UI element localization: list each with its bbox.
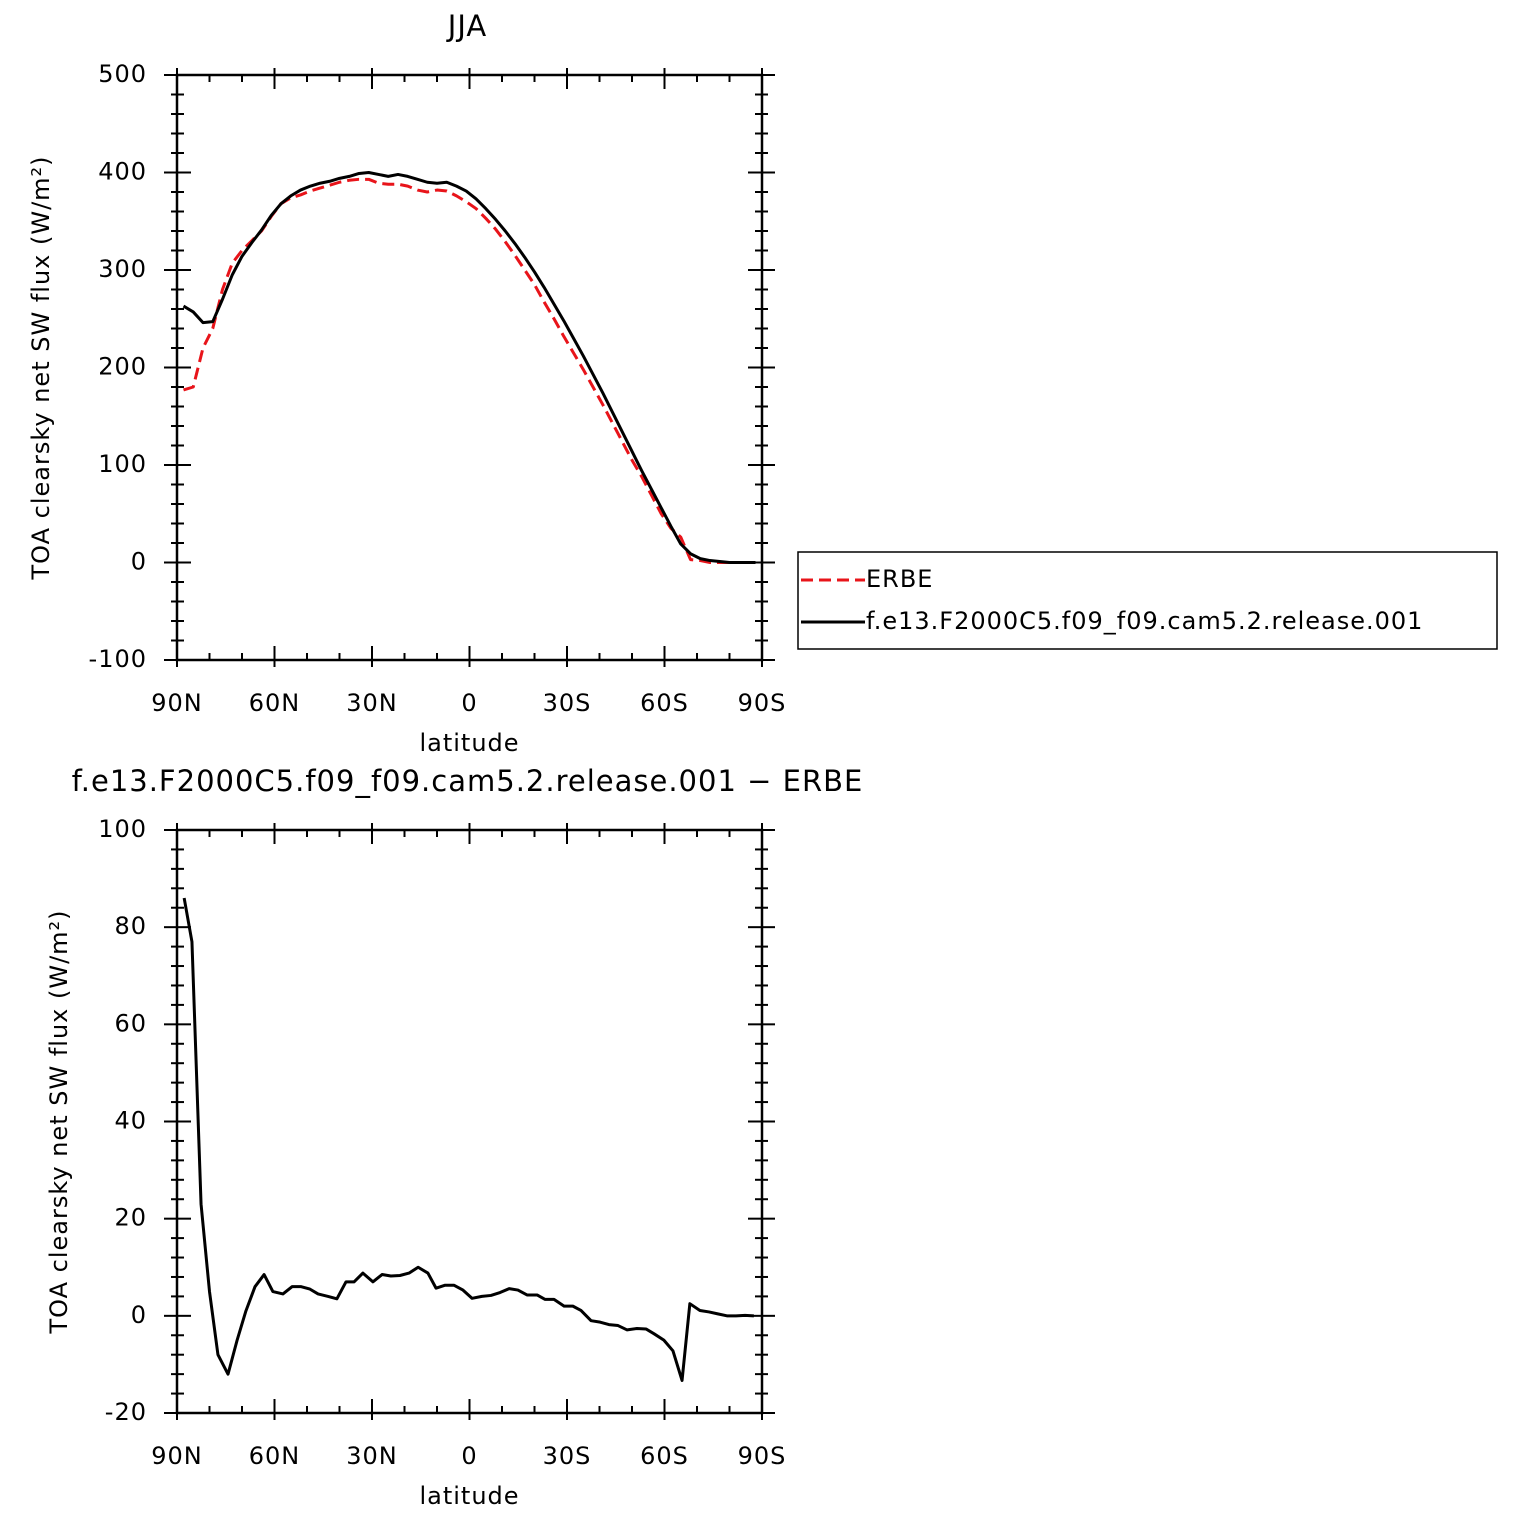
x-axis-label: latitude — [419, 1482, 519, 1510]
y-axis-label: TOA clearsky net SW flux (W/m²) — [27, 155, 55, 580]
x-tick-label: 0 — [461, 1442, 477, 1470]
y-tick-label: 100 — [98, 450, 147, 478]
plot-frame — [175, 73, 764, 662]
x-tick-label: 90N — [151, 689, 203, 717]
chart-title: f.e13.F2000C5.f09_f09.cam5.2.release.001… — [72, 764, 864, 798]
chart-title: JJA — [446, 9, 487, 43]
legend-box — [797, 551, 1498, 650]
y-tick-label: 40 — [114, 1107, 147, 1135]
x-tick-label: 60N — [249, 1442, 301, 1470]
x-tick-label: 30S — [543, 1442, 592, 1470]
y-axis-label: TOA clearsky net SW flux (W/m²) — [45, 909, 73, 1334]
y-tick-label: 500 — [98, 60, 147, 88]
x-tick-label: 90S — [738, 689, 787, 717]
y-tick-label: -20 — [105, 1398, 147, 1426]
x-tick-label: 30N — [346, 1442, 398, 1470]
y-tick-label: 60 — [114, 1009, 147, 1037]
y-tick-label: 80 — [114, 912, 147, 940]
y-tick-label: 20 — [114, 1204, 147, 1232]
x-tick-label: 90N — [151, 1442, 203, 1470]
y-tick-label: 100 — [98, 815, 147, 843]
data-line — [182, 897, 754, 1382]
x-tick-label: 60S — [640, 689, 689, 717]
y-tick-label: -100 — [89, 645, 147, 673]
x-tick-label: 30N — [346, 689, 398, 717]
x-tick-label: 60S — [640, 1442, 689, 1470]
data-line — [183, 177, 756, 564]
legend-label: f.e13.F2000C5.f09_f09.cam5.2.release.001 — [866, 607, 1423, 635]
y-tick-label: 200 — [98, 353, 147, 381]
x-tick-label: 60N — [249, 689, 301, 717]
y-tick-label: 300 — [98, 255, 147, 283]
y-tick-label: 0 — [131, 548, 147, 576]
x-tick-label: 90S — [738, 1442, 787, 1470]
x-axis-label: latitude — [419, 729, 519, 757]
x-tick-label: 30S — [543, 689, 592, 717]
plot-frame — [175, 828, 764, 1415]
x-tick-label: 0 — [461, 689, 477, 717]
y-tick-label: 400 — [98, 158, 147, 186]
y-tick-label: 0 — [131, 1301, 147, 1329]
data-line — [182, 171, 756, 564]
legend-label: ERBE — [866, 565, 933, 593]
